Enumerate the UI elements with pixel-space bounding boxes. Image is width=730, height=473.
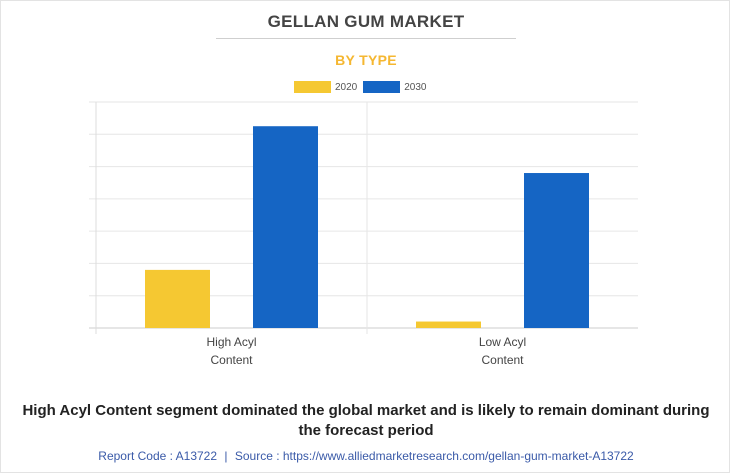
legend-swatch-2030 xyxy=(363,81,401,93)
bar-2030-1 xyxy=(524,173,589,328)
source-link[interactable]: Source : https://www.alliedmarketresearc… xyxy=(234,449,634,463)
bar-2020-1 xyxy=(416,321,481,328)
bar-2020-0 xyxy=(145,269,210,328)
x-tick-label: Content xyxy=(481,353,524,367)
legend-swatch-2020 xyxy=(294,81,331,93)
legend-label-2030: 2030 xyxy=(404,81,427,93)
x-tick-label: High Acyl xyxy=(206,335,256,349)
footer-note: High Acyl Content segment dominated the … xyxy=(22,402,710,439)
title-divider xyxy=(216,38,516,39)
chart-title: GELLAN GUM MARKET xyxy=(267,12,465,31)
x-tick-label: Low Acyl xyxy=(479,335,526,349)
footer-source: Report Code : A13722 | Source : https://… xyxy=(1,449,730,463)
legend-item-2020[interactable]: 2020 xyxy=(294,81,357,93)
x-tick-label: Content xyxy=(210,353,253,367)
legend-item-2030[interactable]: 2030 xyxy=(363,81,427,93)
chart-subtitle: BY TYPE xyxy=(335,52,397,68)
bar-2030-0 xyxy=(253,126,318,328)
chart-legend: 2020 2030 xyxy=(294,81,433,93)
report-code: Report Code : A13722 xyxy=(98,449,218,463)
bar-chart: High Acyl Content Low Acyl Content xyxy=(89,101,638,367)
source-separator: | xyxy=(224,449,228,463)
legend-label-2020: 2020 xyxy=(335,81,358,93)
